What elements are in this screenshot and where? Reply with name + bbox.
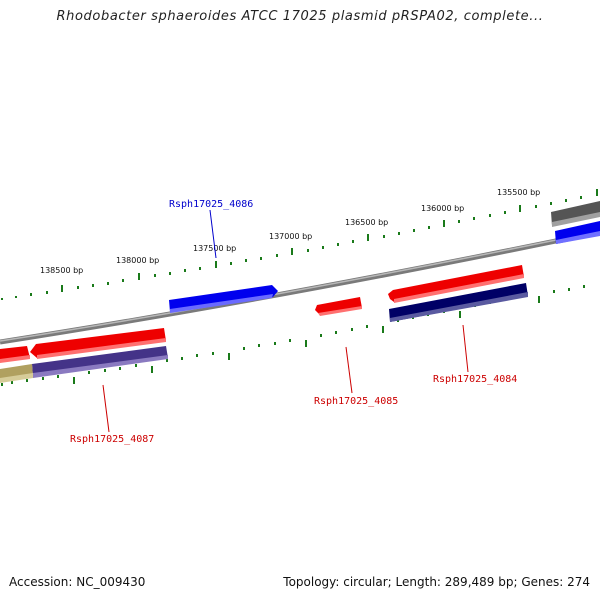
map-title: Rhodobacter sphaeroides ATCC 17025 plasm…: [56, 9, 544, 24]
upper-scale-track: [1, 189, 598, 300]
gene-rsph17025-4084-navy[interactable]: [389, 283, 528, 322]
gene-olive-left[interactable]: [0, 364, 33, 383]
gene-rsph17025-4086[interactable]: [169, 285, 278, 313]
leader-line-4086: [209, 209, 217, 259]
leader-line-4084: [462, 324, 469, 373]
gene-gray-right[interactable]: [551, 201, 600, 227]
scale-label: 135500 bp: [497, 188, 540, 197]
leader-line-4087: [102, 384, 110, 433]
scale-label: 138500 bp: [40, 266, 83, 275]
scale-labels: 138500 bp 138000 bp 137500 bp 137000 bp …: [40, 188, 540, 275]
scale-label: 136500 bp: [345, 218, 388, 227]
scale-label: 136000 bp: [421, 204, 464, 213]
leader-line-4085: [345, 346, 353, 394]
gene-rsph17025-4087-purple[interactable]: [32, 346, 168, 378]
genome-summary-text: Topology: circular; Length: 289,489 bp; …: [283, 575, 590, 589]
scale-label: 137000 bp: [269, 232, 312, 241]
gene-rsph17025-4087-red[interactable]: [30, 328, 166, 359]
accession-text: Accession: NC_009430: [9, 575, 146, 589]
gene-red-forward-2[interactable]: [315, 297, 362, 316]
gene-red-left-edge[interactable]: [0, 346, 30, 363]
gene-label-4085[interactable]: Rsph17025_4085: [314, 396, 398, 407]
genome-backbone: [0, 229, 600, 345]
gene-label-4086[interactable]: Rsph17025_4086: [169, 199, 253, 210]
gene-rsph17025-4084-red[interactable]: [388, 265, 524, 303]
gene-label-4084[interactable]: Rsph17025_4084: [433, 374, 517, 385]
scale-label: 138000 bp: [116, 256, 159, 265]
gene-label-4087[interactable]: Rsph17025_4087: [70, 434, 154, 445]
gene-blue-right[interactable]: [555, 221, 600, 244]
